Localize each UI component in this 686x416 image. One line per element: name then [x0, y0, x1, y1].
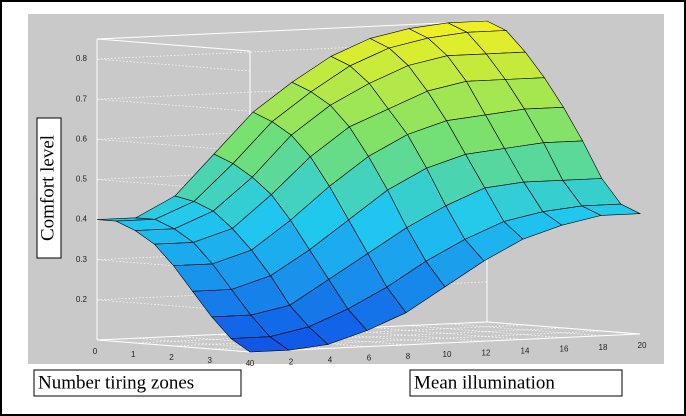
surface-patch: [580, 203, 642, 216]
x-tick-label: 12: [482, 348, 491, 357]
z-grid-line: [96, 58, 251, 72]
box-edge: [249, 333, 641, 353]
x-grid-line: [447, 323, 602, 337]
x-axis-label: Mean illumination: [414, 372, 555, 393]
y-label-box: [33, 369, 242, 397]
box-edge: [96, 20, 488, 40]
x-tick-label: 4: [328, 356, 333, 365]
x-tick-label: 2: [289, 357, 294, 366]
y-tick-label: 0: [93, 347, 98, 356]
x-tick-label: 18: [599, 343, 608, 352]
x-tick-label: 6: [367, 354, 372, 363]
z-tick-label: 0.5: [76, 175, 88, 184]
z-axis-label: Comfort level: [37, 135, 58, 241]
axes: 0.20.30.40.50.60.70.80 2 4 6 8 10 12 14 16 18 200 1…: [76, 20, 647, 368]
y-axis-label: Number tiring zones: [38, 372, 194, 393]
x-tick-label: 20: [638, 341, 647, 350]
x-tick-label: 16: [560, 345, 569, 354]
x-grid-line: [408, 325, 563, 338]
z-tick-label: 0.7: [76, 94, 88, 103]
x-tick-label: 10: [443, 350, 452, 359]
z-tick-label: 0.2: [76, 295, 88, 304]
x-tick-label: 8: [406, 352, 411, 361]
x-grid-line: [135, 337, 290, 351]
y-tick-label: 3: [208, 356, 213, 365]
x-grid-line: [96, 339, 251, 353]
x-label-box: [409, 369, 623, 397]
x-grid-line: [369, 327, 524, 340]
box-edge: [96, 38, 251, 52]
y-tick-label: 4: [246, 359, 251, 368]
x-tick-label: 0: [250, 359, 255, 368]
z-tick-label: 0.6: [76, 134, 88, 143]
y-tick-label: 1: [131, 350, 136, 359]
z-tick-label: 0.3: [76, 255, 88, 264]
z-tick-label: 0.4: [76, 215, 88, 224]
y-tick-label: 2: [169, 353, 174, 362]
z-tick-label: 0.8: [76, 54, 88, 63]
x-tick-label: 14: [521, 347, 530, 356]
z-label-box: [36, 117, 62, 259]
z-grid-line: [96, 98, 251, 112]
x-grid-line: [486, 321, 641, 335]
x-grid-line: [174, 336, 329, 349]
